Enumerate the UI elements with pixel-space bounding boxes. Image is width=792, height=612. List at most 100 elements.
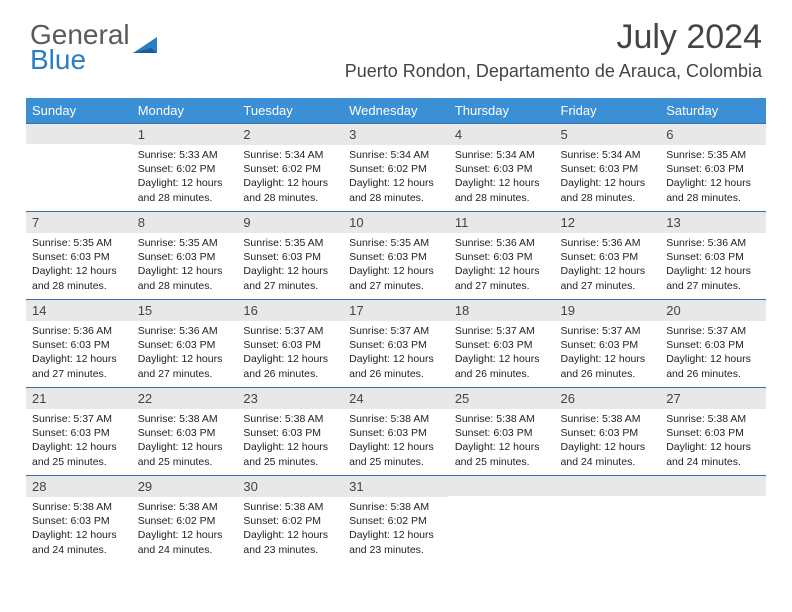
day-content: Sunrise: 5:37 AMSunset: 6:03 PMDaylight:… bbox=[660, 321, 766, 387]
sunrise-text: Sunrise: 5:38 AM bbox=[243, 500, 337, 514]
calendar-day-cell: 29Sunrise: 5:38 AMSunset: 6:02 PMDayligh… bbox=[132, 475, 238, 563]
calendar-day-cell: 25Sunrise: 5:38 AMSunset: 6:03 PMDayligh… bbox=[449, 387, 555, 475]
day-content: Sunrise: 5:34 AMSunset: 6:02 PMDaylight:… bbox=[237, 145, 343, 211]
calendar-day-cell bbox=[660, 475, 766, 563]
sunset-text: Sunset: 6:03 PM bbox=[349, 426, 443, 440]
sunrise-text: Sunrise: 5:38 AM bbox=[666, 412, 760, 426]
day-content: Sunrise: 5:33 AMSunset: 6:02 PMDaylight:… bbox=[132, 145, 238, 211]
daylight-text: Daylight: 12 hours and 27 minutes. bbox=[455, 264, 549, 292]
calendar-day-cell: 27Sunrise: 5:38 AMSunset: 6:03 PMDayligh… bbox=[660, 387, 766, 475]
sunset-text: Sunset: 6:03 PM bbox=[455, 338, 549, 352]
sunset-text: Sunset: 6:03 PM bbox=[243, 338, 337, 352]
sunset-text: Sunset: 6:03 PM bbox=[138, 338, 232, 352]
daylight-text: Daylight: 12 hours and 28 minutes. bbox=[666, 176, 760, 204]
daylight-text: Daylight: 12 hours and 25 minutes. bbox=[455, 440, 549, 468]
day-content: Sunrise: 5:38 AMSunset: 6:02 PMDaylight:… bbox=[343, 497, 449, 563]
day-number bbox=[26, 123, 132, 144]
day-content: Sunrise: 5:38 AMSunset: 6:02 PMDaylight:… bbox=[132, 497, 238, 563]
sunset-text: Sunset: 6:03 PM bbox=[455, 426, 549, 440]
sunrise-text: Sunrise: 5:38 AM bbox=[349, 412, 443, 426]
day-header: Sunday bbox=[26, 98, 132, 123]
day-content: Sunrise: 5:35 AMSunset: 6:03 PMDaylight:… bbox=[343, 233, 449, 299]
day-number: 1 bbox=[132, 123, 238, 145]
calendar-day-cell: 6Sunrise: 5:35 AMSunset: 6:03 PMDaylight… bbox=[660, 123, 766, 211]
day-content: Sunrise: 5:34 AMSunset: 6:02 PMDaylight:… bbox=[343, 145, 449, 211]
daylight-text: Daylight: 12 hours and 26 minutes. bbox=[666, 352, 760, 380]
day-header: Thursday bbox=[449, 98, 555, 123]
day-content: Sunrise: 5:38 AMSunset: 6:03 PMDaylight:… bbox=[555, 409, 661, 475]
sunset-text: Sunset: 6:03 PM bbox=[666, 338, 760, 352]
sunrise-text: Sunrise: 5:37 AM bbox=[243, 324, 337, 338]
day-number: 4 bbox=[449, 123, 555, 145]
calendar-week-row: 7Sunrise: 5:35 AMSunset: 6:03 PMDaylight… bbox=[26, 211, 766, 299]
day-number: 29 bbox=[132, 475, 238, 497]
logo-triangle-icon bbox=[133, 35, 163, 57]
sunset-text: Sunset: 6:02 PM bbox=[349, 162, 443, 176]
day-number: 5 bbox=[555, 123, 661, 145]
sunrise-text: Sunrise: 5:36 AM bbox=[138, 324, 232, 338]
day-content: Sunrise: 5:36 AMSunset: 6:03 PMDaylight:… bbox=[132, 321, 238, 387]
sunrise-text: Sunrise: 5:35 AM bbox=[349, 236, 443, 250]
calendar-day-cell: 16Sunrise: 5:37 AMSunset: 6:03 PMDayligh… bbox=[237, 299, 343, 387]
day-number: 30 bbox=[237, 475, 343, 497]
sunrise-text: Sunrise: 5:38 AM bbox=[243, 412, 337, 426]
day-content: Sunrise: 5:38 AMSunset: 6:03 PMDaylight:… bbox=[237, 409, 343, 475]
day-number: 25 bbox=[449, 387, 555, 409]
calendar-day-cell: 10Sunrise: 5:35 AMSunset: 6:03 PMDayligh… bbox=[343, 211, 449, 299]
calendar-day-cell: 14Sunrise: 5:36 AMSunset: 6:03 PMDayligh… bbox=[26, 299, 132, 387]
sunrise-text: Sunrise: 5:38 AM bbox=[349, 500, 443, 514]
sunset-text: Sunset: 6:02 PM bbox=[349, 514, 443, 528]
daylight-text: Daylight: 12 hours and 25 minutes. bbox=[138, 440, 232, 468]
logo: General Blue bbox=[30, 18, 163, 72]
calendar-week-row: 28Sunrise: 5:38 AMSunset: 6:03 PMDayligh… bbox=[26, 475, 766, 563]
day-content: Sunrise: 5:36 AMSunset: 6:03 PMDaylight:… bbox=[555, 233, 661, 299]
daylight-text: Daylight: 12 hours and 26 minutes. bbox=[561, 352, 655, 380]
calendar-day-cell: 31Sunrise: 5:38 AMSunset: 6:02 PMDayligh… bbox=[343, 475, 449, 563]
sunrise-text: Sunrise: 5:36 AM bbox=[455, 236, 549, 250]
sunset-text: Sunset: 6:03 PM bbox=[349, 250, 443, 264]
daylight-text: Daylight: 12 hours and 28 minutes. bbox=[349, 176, 443, 204]
day-content: Sunrise: 5:38 AMSunset: 6:03 PMDaylight:… bbox=[132, 409, 238, 475]
day-number: 21 bbox=[26, 387, 132, 409]
daylight-text: Daylight: 12 hours and 28 minutes. bbox=[138, 176, 232, 204]
sunset-text: Sunset: 6:03 PM bbox=[32, 338, 126, 352]
day-number: 10 bbox=[343, 211, 449, 233]
calendar-day-cell: 23Sunrise: 5:38 AMSunset: 6:03 PMDayligh… bbox=[237, 387, 343, 475]
daylight-text: Daylight: 12 hours and 27 minutes. bbox=[243, 264, 337, 292]
sunset-text: Sunset: 6:03 PM bbox=[455, 250, 549, 264]
sunrise-text: Sunrise: 5:36 AM bbox=[666, 236, 760, 250]
day-content: Sunrise: 5:35 AMSunset: 6:03 PMDaylight:… bbox=[237, 233, 343, 299]
day-number: 23 bbox=[237, 387, 343, 409]
calendar-day-cell: 24Sunrise: 5:38 AMSunset: 6:03 PMDayligh… bbox=[343, 387, 449, 475]
day-content: Sunrise: 5:36 AMSunset: 6:03 PMDaylight:… bbox=[449, 233, 555, 299]
daylight-text: Daylight: 12 hours and 26 minutes. bbox=[455, 352, 549, 380]
sunset-text: Sunset: 6:03 PM bbox=[455, 162, 549, 176]
calendar-day-cell bbox=[26, 123, 132, 211]
daylight-text: Daylight: 12 hours and 28 minutes. bbox=[32, 264, 126, 292]
logo-text: General Blue bbox=[30, 22, 130, 72]
day-header-row: Sunday Monday Tuesday Wednesday Thursday… bbox=[26, 98, 766, 123]
day-content: Sunrise: 5:38 AMSunset: 6:02 PMDaylight:… bbox=[237, 497, 343, 563]
sunrise-text: Sunrise: 5:35 AM bbox=[32, 236, 126, 250]
day-number: 17 bbox=[343, 299, 449, 321]
day-content: Sunrise: 5:37 AMSunset: 6:03 PMDaylight:… bbox=[449, 321, 555, 387]
day-content: Sunrise: 5:38 AMSunset: 6:03 PMDaylight:… bbox=[660, 409, 766, 475]
day-header: Friday bbox=[555, 98, 661, 123]
daylight-text: Daylight: 12 hours and 24 minutes. bbox=[666, 440, 760, 468]
calendar-day-cell bbox=[449, 475, 555, 563]
day-number: 9 bbox=[237, 211, 343, 233]
calendar-day-cell bbox=[555, 475, 661, 563]
day-number: 16 bbox=[237, 299, 343, 321]
day-number bbox=[660, 475, 766, 496]
sunset-text: Sunset: 6:03 PM bbox=[561, 162, 655, 176]
sunrise-text: Sunrise: 5:33 AM bbox=[138, 148, 232, 162]
day-content: Sunrise: 5:35 AMSunset: 6:03 PMDaylight:… bbox=[132, 233, 238, 299]
calendar-day-cell: 5Sunrise: 5:34 AMSunset: 6:03 PMDaylight… bbox=[555, 123, 661, 211]
day-number: 20 bbox=[660, 299, 766, 321]
day-number: 12 bbox=[555, 211, 661, 233]
day-number: 31 bbox=[343, 475, 449, 497]
day-number: 14 bbox=[26, 299, 132, 321]
sunrise-text: Sunrise: 5:35 AM bbox=[138, 236, 232, 250]
sunset-text: Sunset: 6:03 PM bbox=[666, 250, 760, 264]
calendar-day-cell: 1Sunrise: 5:33 AMSunset: 6:02 PMDaylight… bbox=[132, 123, 238, 211]
